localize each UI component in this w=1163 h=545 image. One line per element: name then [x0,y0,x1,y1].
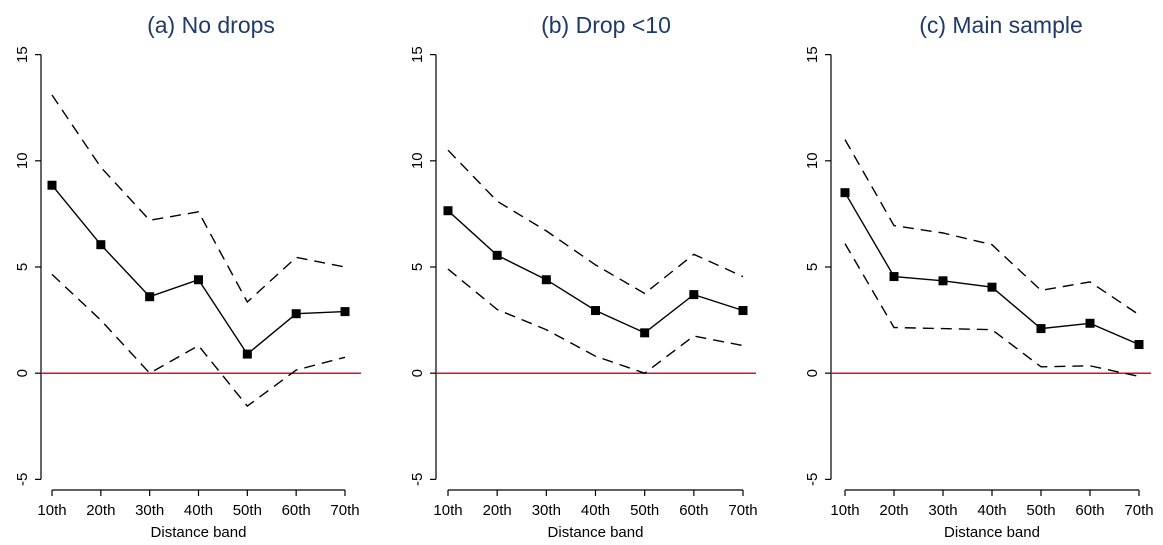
y-tick-label: -5 [409,473,426,486]
y-tick-label: 0 [804,369,821,377]
estimate-marker [194,275,203,285]
panel-3: (c) Main sample -5 0 5 10 15 10th 20th 30th 40th 5… [804,12,1154,541]
upper-ci-line [51,94,346,304]
estimate-marker [640,328,650,338]
y-tick-label: 5 [804,263,821,271]
x-axis-label: Distance band [944,524,1040,541]
lower-ci-line [51,273,346,408]
estimate-line [844,192,1140,346]
panel-title: (b) Drop <10 [541,12,671,38]
x-tick-label: 30th [532,502,561,519]
estimate-marker [340,307,350,317]
estimate-marker [840,188,850,198]
x-axis-label: Distance band [548,524,644,541]
estimate-marker [96,240,106,250]
upper-ci-line [844,139,1140,316]
y-tick-label: 15 [14,46,31,63]
estimate-marker [145,292,155,302]
y-tick-label: 10 [804,152,821,169]
x-tick-label: 30th [928,502,957,519]
y-tick-label: 10 [409,152,426,169]
y-tick-label: -5 [804,473,821,486]
x-tick-label: 10th [830,502,859,519]
x-tick-label: 60th [282,502,311,519]
x-tick-label: 20th [86,502,115,519]
estimate-marker [1134,340,1144,350]
y-tick-label: 0 [409,369,426,377]
x-tick-label: 70th [330,502,359,519]
x-tick-label: 40th [184,502,213,519]
x-tick-label: 10th [37,502,66,519]
estimate-marker [987,282,997,292]
estimate-marker [689,290,699,300]
estimate-marker [938,276,948,286]
lower-ci-line [844,243,1140,378]
upper-ci-line [447,149,744,295]
x-tick-label: 60th [1075,502,1104,519]
y-tick-label: -5 [14,473,31,486]
y-tick-label: 15 [409,46,426,63]
x-tick-label: 60th [679,502,708,519]
x-tick-label: 50th [233,502,262,519]
x-axis-label: Distance band [151,524,247,541]
estimate-marker [291,309,301,319]
x-tick-label: 30th [135,502,164,519]
x-tick-label: 70th [728,502,757,519]
x-tick-label: 50th [1026,502,1055,519]
x-tick-label: 20th [879,502,908,519]
y-tick-label: 5 [409,263,426,271]
panel-title: (c) Main sample [919,12,1083,38]
estimate-marker [1036,324,1046,334]
x-tick-label: 50th [630,502,659,519]
y-tick-label: 0 [14,369,31,377]
x-tick-label: 40th [977,502,1006,519]
estimate-marker [591,306,600,316]
y-tick-label: 15 [804,46,821,63]
estimate-marker [541,275,551,285]
lower-ci-line [447,268,744,374]
x-tick-label: 20th [483,502,512,519]
estimate-marker [47,180,57,190]
estimate-marker [889,272,899,282]
estimate-marker [1085,318,1095,328]
estimate-marker [242,349,252,359]
y-tick-label: 10 [14,152,31,169]
y-tick-label: 5 [14,263,31,271]
estimate-line [51,184,346,356]
panel-2: (b) Drop <10 -5 0 5 10 15 10th 20th 30th 40th 50th… [409,12,758,541]
estimate-marker [443,206,453,216]
estimate-marker [492,250,502,260]
panel-1: (a) No drops -5 0 5 10 15 10th 20th 30th 40th 50th… [14,12,361,541]
x-tick-label: 10th [433,502,462,519]
x-tick-label: 70th [1124,502,1153,519]
panel-title: (a) No drops [147,12,275,38]
estimate-marker [738,306,748,316]
x-tick-label: 40th [581,502,610,519]
